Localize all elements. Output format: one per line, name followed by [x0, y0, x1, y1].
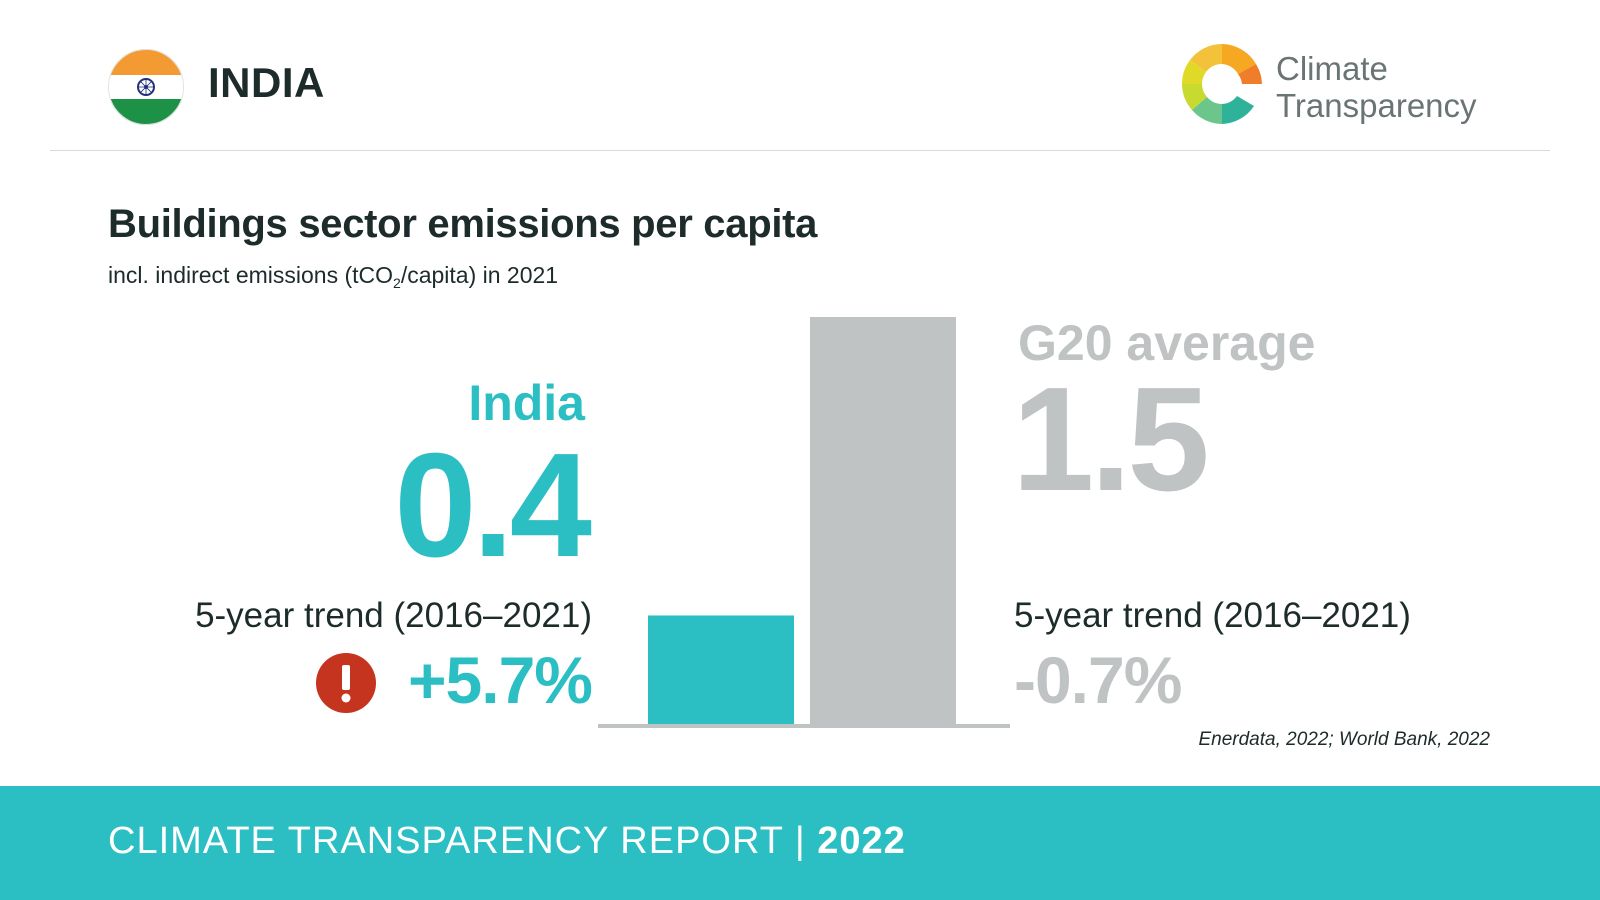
footer-bar — [0, 786, 1600, 900]
bar-chart — [598, 317, 1010, 728]
exclamation-warning-icon — [316, 653, 376, 713]
subtitle-before: incl. indirect emissions (tCO — [108, 262, 394, 288]
header-divider — [50, 150, 1550, 151]
logo-line-2: Transparency — [1276, 87, 1477, 124]
india-flag-icon — [108, 49, 184, 125]
logo-line-1: Climate — [1276, 50, 1388, 87]
chart-baseline — [598, 724, 1010, 728]
climate-transparency-logo-text: Climate Transparency — [1276, 50, 1477, 124]
subtitle-after: /capita) in 2021 — [400, 262, 559, 288]
india-value: 0.4 — [394, 423, 592, 588]
country-name: INDIA — [208, 59, 325, 106]
g20-trend-label: 5-year trend (2016–2021) — [1014, 596, 1411, 635]
india-trend-value: +5.7% — [408, 643, 593, 717]
climate-transparency-logo-icon — [1182, 44, 1262, 124]
footer-text: CLIMATE TRANSPARENCY REPORT | 2022 — [108, 822, 906, 860]
subtitle-sub: 2 — [393, 275, 401, 291]
g20-trend-value: -0.7% — [1014, 643, 1182, 717]
g20-label: G20 average — [1018, 315, 1316, 371]
footer-year: 2022 — [817, 820, 906, 862]
bar-g20-average — [810, 317, 956, 724]
chart-subtitle: incl. indirect emissions (tCO2/capita) i… — [108, 262, 558, 292]
bar-india — [648, 615, 794, 724]
chart-title: Buildings sector emissions per capita — [108, 202, 818, 246]
india-trend-label: 5-year trend (2016–2021) — [195, 596, 592, 635]
g20-value: 1.5 — [1012, 357, 1210, 522]
india-label: India — [468, 375, 585, 431]
footer-title: CLIMATE TRANSPARENCY REPORT | — [108, 820, 818, 862]
source-note: Enerdata, 2022; World Bank, 2022 — [1198, 729, 1490, 750]
